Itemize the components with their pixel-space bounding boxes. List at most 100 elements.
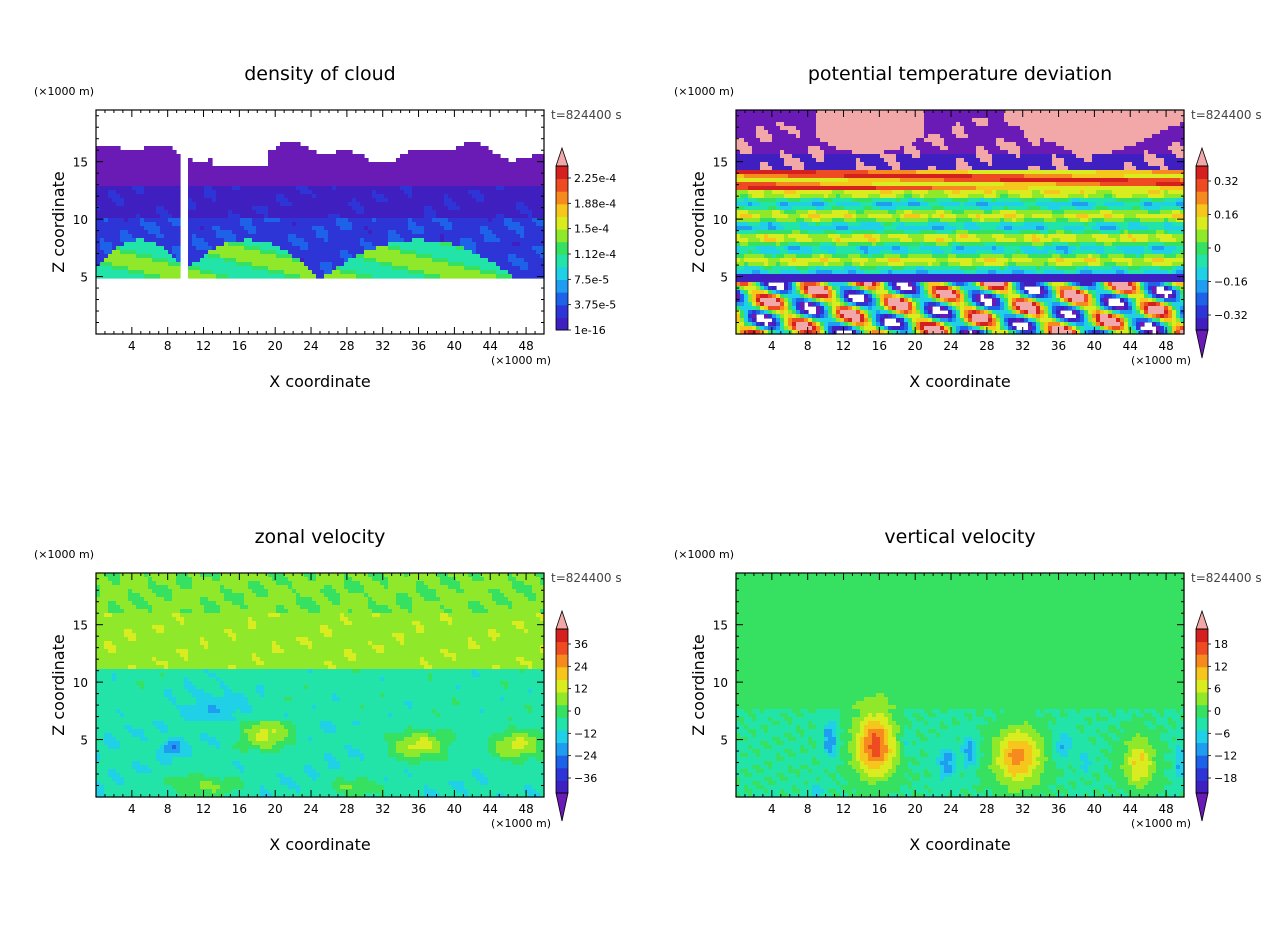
field-cell	[204, 238, 209, 243]
field-cell	[416, 154, 421, 159]
field-cell	[892, 146, 897, 151]
field-cell	[468, 222, 473, 227]
field-cell	[96, 206, 101, 211]
field-cell	[844, 130, 849, 135]
field-cell	[408, 186, 413, 191]
field-cell	[132, 206, 137, 211]
field-cell	[316, 274, 321, 279]
field-cell	[516, 274, 521, 279]
field-cell	[100, 190, 105, 195]
field-cell	[112, 218, 117, 223]
field-cell	[348, 274, 353, 279]
field-cell	[188, 258, 193, 263]
field-cell	[468, 194, 473, 199]
field-cell	[396, 162, 401, 167]
field-cell	[268, 258, 273, 263]
field-cell	[968, 110, 973, 115]
field-cell	[264, 182, 269, 187]
field-cell	[328, 254, 333, 259]
field-cell	[164, 254, 169, 259]
field-cell	[436, 258, 441, 263]
field-cell	[472, 214, 477, 219]
field-cell	[460, 226, 465, 231]
field-cell	[1144, 118, 1149, 123]
field-cell	[832, 134, 837, 139]
field-cell	[512, 250, 517, 255]
field-cell	[752, 126, 757, 131]
field-cell	[256, 202, 261, 207]
field-cell	[140, 262, 145, 267]
field-cell	[220, 250, 225, 255]
field-cell	[96, 146, 101, 151]
field-cell	[996, 126, 1001, 131]
field-cell	[532, 226, 537, 231]
field-cell	[476, 222, 481, 227]
field-cell	[480, 182, 485, 187]
field-cell	[532, 222, 537, 227]
field-cell	[392, 218, 397, 223]
field-cell	[920, 122, 925, 127]
field-cell	[412, 178, 417, 183]
field-cell	[540, 174, 545, 179]
field-cell	[276, 150, 281, 155]
field-cell	[1076, 146, 1081, 151]
field-cell	[812, 138, 817, 143]
field-cell	[1060, 142, 1065, 147]
field-cell	[532, 242, 537, 247]
field-cell	[788, 118, 793, 123]
field-cell	[228, 238, 233, 243]
field-cell	[424, 242, 429, 247]
field-cell	[104, 202, 109, 207]
field-cell	[804, 146, 809, 151]
field-cell	[956, 122, 961, 127]
field-cell	[1012, 130, 1017, 135]
field-cell	[1100, 138, 1105, 143]
field-cell	[400, 158, 405, 163]
field-cell	[936, 142, 941, 147]
field-cell	[1160, 138, 1165, 143]
field-cell	[924, 154, 929, 159]
field-cell	[1052, 134, 1057, 139]
field-cell	[1128, 154, 1133, 159]
field-cell	[264, 202, 269, 207]
field-cell	[356, 210, 361, 215]
field-cell	[148, 254, 153, 259]
field-cell	[1060, 118, 1065, 123]
field-cell	[404, 174, 409, 179]
field-cell	[940, 122, 945, 127]
field-cell	[332, 162, 337, 167]
field-cell	[268, 174, 273, 179]
field-cell	[264, 242, 269, 247]
field-cell	[756, 150, 761, 155]
field-cell	[412, 206, 417, 211]
field-cell	[108, 214, 113, 219]
field-cell	[908, 118, 913, 123]
field-cell	[376, 226, 381, 231]
field-cell	[124, 182, 129, 187]
field-cell	[912, 126, 917, 131]
field-cell	[256, 198, 261, 203]
field-cell	[268, 170, 273, 175]
field-cell	[820, 130, 825, 135]
field-cell	[128, 198, 133, 203]
field-cell	[1024, 142, 1029, 147]
field-cell	[848, 150, 853, 155]
field-cell	[272, 258, 277, 263]
field-cell	[1176, 150, 1181, 155]
field-cell	[400, 174, 405, 179]
field-cell	[316, 242, 321, 247]
field-cell	[96, 190, 101, 195]
field-cell	[408, 234, 413, 239]
field-cell	[112, 146, 117, 151]
field-cell	[1100, 150, 1105, 155]
field-cell	[988, 142, 993, 147]
field-cell	[512, 242, 517, 247]
field-cell	[212, 274, 217, 279]
field-cell	[260, 170, 265, 175]
field-cell	[484, 194, 489, 199]
field-cell	[136, 246, 141, 251]
field-cell	[216, 174, 221, 179]
x-tick-label: 44	[483, 339, 498, 353]
field-cell	[388, 182, 393, 187]
field-cell	[308, 170, 313, 175]
